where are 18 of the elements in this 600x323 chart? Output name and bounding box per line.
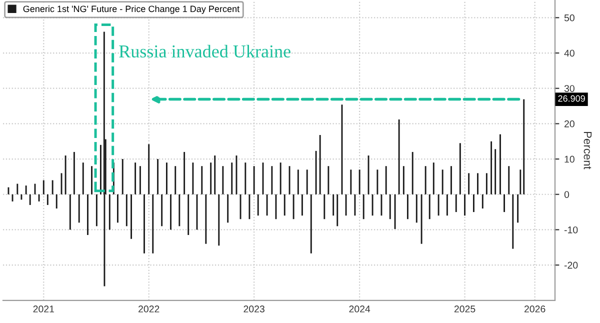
x-tick-label: 2025 (454, 306, 476, 312)
y-axis-title: Percent (584, 132, 592, 170)
y-tick-label: -10 (564, 226, 578, 234)
y-tick-label: 0 (564, 191, 570, 198)
y-tick-label: 20 (564, 120, 574, 128)
y-tick-label: -20 (564, 262, 578, 269)
x-tick-label: 2021 (33, 306, 54, 312)
y-tick-label: 40 (564, 50, 574, 57)
x-tick-label: 2023 (244, 306, 264, 312)
y-tick-label: 50 (564, 14, 574, 22)
x-tick-label: 2024 (349, 306, 370, 312)
legend-label: Generic 1st 'NG' Future - Price Change 1 Day Percent (23, 5, 240, 14)
x-tick-label: 2026 (524, 306, 546, 312)
x-tick-label: 2022 (138, 306, 160, 312)
y-tick-label: 30 (564, 85, 574, 92)
annotation: Russia invaded Ukraine (119, 44, 290, 58)
y-tick-label: 10 (564, 156, 574, 163)
text: 26.909 (558, 95, 585, 102)
